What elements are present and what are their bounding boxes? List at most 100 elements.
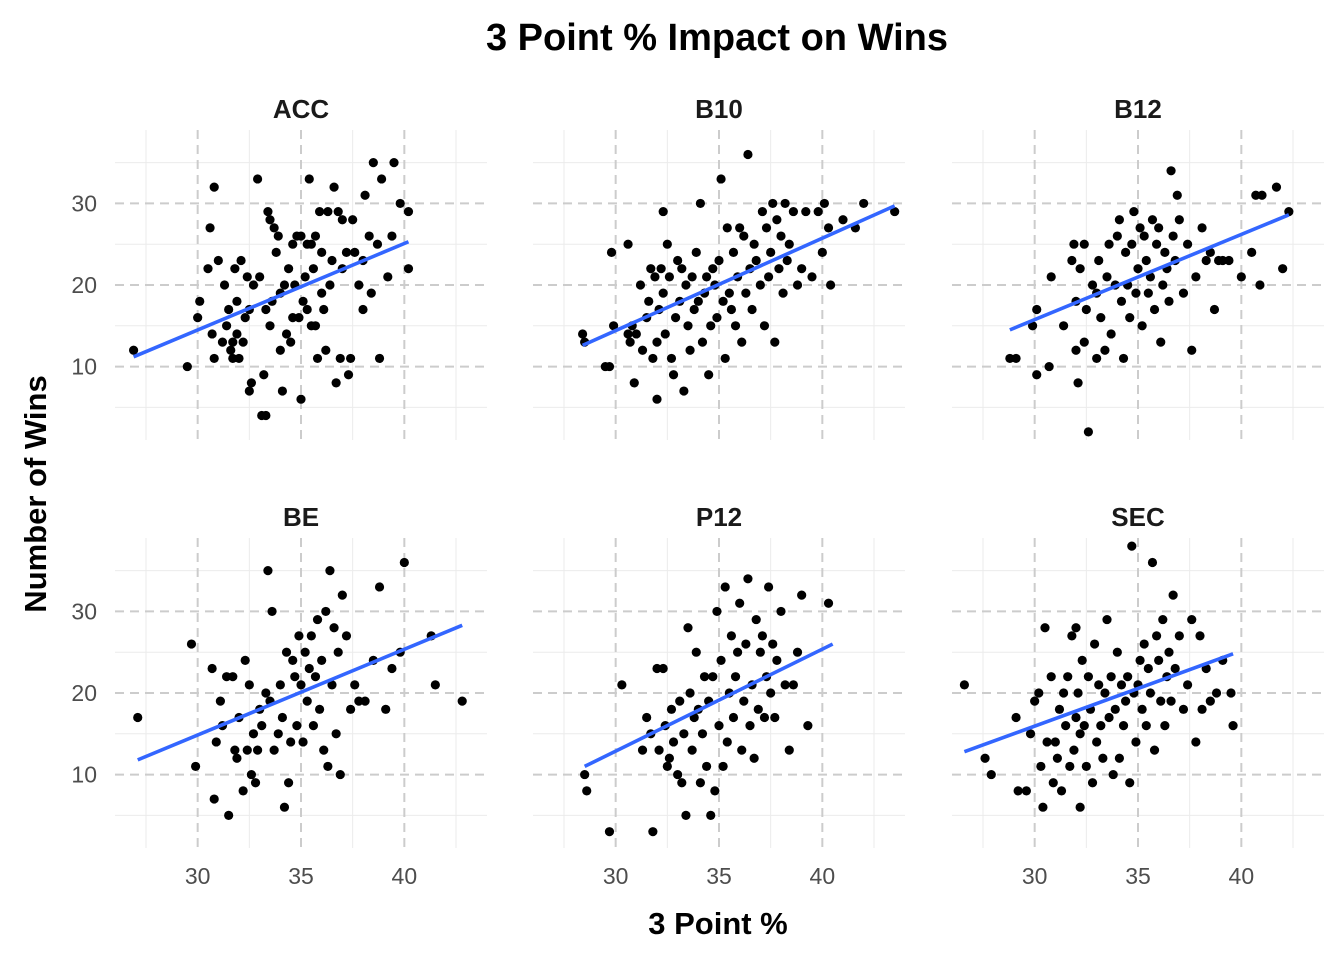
data-point (346, 353, 356, 364)
data-point (1114, 215, 1124, 225)
data-point (1073, 378, 1083, 388)
data-point (662, 761, 672, 772)
data-point (823, 598, 834, 608)
data-point (129, 345, 139, 355)
data-point (1228, 721, 1238, 731)
data-point (244, 680, 254, 690)
data-point (741, 288, 751, 298)
data-point (768, 198, 778, 209)
data-point (186, 639, 197, 649)
data-point (1178, 288, 1189, 298)
data-point (323, 761, 333, 772)
data-point (275, 680, 285, 690)
data-point (1211, 688, 1222, 698)
data-point (1118, 721, 1129, 731)
data-point (261, 410, 271, 421)
data-point (724, 288, 734, 298)
data-point (770, 712, 780, 723)
data-point (648, 353, 658, 364)
data-point (215, 696, 225, 706)
data-point (1127, 541, 1137, 551)
x-tick-label: 30 (603, 863, 629, 889)
data-point (735, 223, 745, 233)
data-point (1083, 427, 1093, 437)
data-point (1139, 639, 1149, 649)
data-point (1036, 761, 1046, 772)
data-point (629, 378, 639, 388)
x-tick-label: 40 (392, 863, 418, 889)
data-point (1247, 247, 1257, 257)
data-point (689, 304, 699, 315)
data-point (681, 810, 691, 820)
data-point (209, 353, 219, 364)
data-point (346, 704, 356, 714)
data-point (1255, 280, 1265, 290)
data-point (1059, 321, 1069, 331)
data-point (1143, 663, 1153, 674)
data-point (238, 337, 248, 347)
data-point (335, 353, 345, 364)
data-point (244, 386, 254, 396)
data-point (817, 247, 827, 257)
data-point (668, 370, 679, 380)
data-point (778, 288, 788, 298)
data-point (1102, 614, 1112, 625)
data-point (1079, 239, 1089, 249)
data-point (695, 198, 706, 209)
data-point (722, 223, 732, 233)
data-point (675, 696, 685, 706)
data-point (646, 264, 656, 274)
data-point (759, 321, 770, 331)
x-tick-label: 40 (1229, 863, 1255, 889)
data-point (284, 778, 294, 788)
data-point (776, 606, 786, 617)
data-point (1032, 370, 1042, 380)
data-point (366, 288, 376, 298)
data-point (826, 280, 836, 290)
data-point (722, 737, 732, 747)
data-point (718, 761, 728, 772)
data-point (310, 231, 321, 241)
data-point (312, 353, 323, 364)
data-point (1030, 696, 1040, 706)
data-point (691, 247, 701, 257)
data-point (296, 394, 306, 404)
data-point (697, 337, 708, 347)
data-point (753, 704, 763, 714)
data-point (240, 655, 250, 665)
data-point (1079, 337, 1089, 347)
data-point (1096, 721, 1106, 731)
data-point (327, 255, 337, 266)
data-point (755, 647, 765, 657)
data-point (1032, 304, 1042, 315)
data-point (730, 672, 741, 682)
data-point (1154, 223, 1164, 233)
data-point (666, 353, 677, 364)
data-point (788, 680, 799, 690)
data-point (306, 239, 316, 249)
data-point (1152, 239, 1162, 249)
data-point (1073, 688, 1083, 698)
x-axis-title: 3 Point % (648, 906, 788, 941)
data-point (1135, 223, 1145, 233)
x-tick-label: 35 (1125, 863, 1151, 889)
data-point (733, 647, 743, 657)
data-point (749, 753, 759, 763)
trend-line (583, 642, 834, 769)
data-point (246, 769, 256, 780)
data-point (708, 264, 718, 274)
data-point (331, 378, 341, 388)
x-tick-label: 30 (1022, 863, 1048, 889)
data-point (255, 272, 265, 282)
data-point (699, 672, 710, 682)
data-point (1056, 786, 1067, 796)
data-point (387, 663, 397, 674)
data-point (315, 206, 325, 217)
data-point (253, 745, 263, 755)
facet-panel-be: BE 10 20 30 30 35 40 (71, 502, 487, 889)
data-point (755, 280, 765, 290)
data-point (648, 827, 658, 837)
data-point (747, 304, 757, 315)
data-point (1048, 778, 1058, 788)
data-point (277, 712, 287, 723)
